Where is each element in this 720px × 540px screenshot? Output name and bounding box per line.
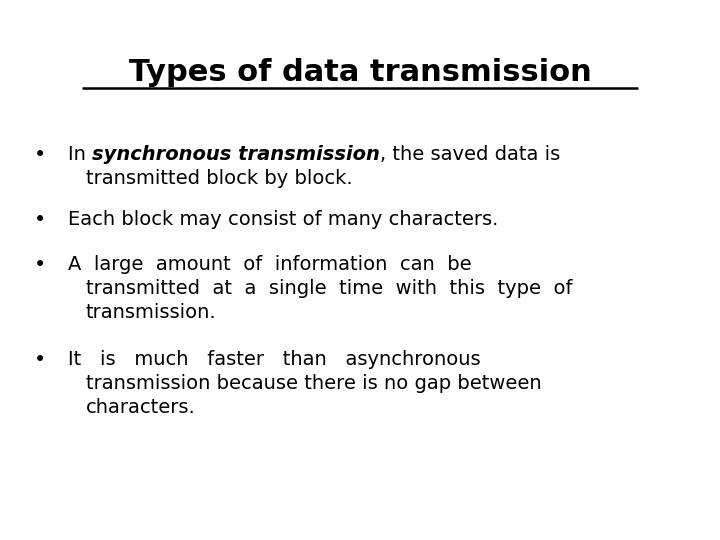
Text: Each block may consist of many characters.: Each block may consist of many character… [68,210,498,229]
Text: •: • [34,145,46,165]
Text: transmission because there is no gap between: transmission because there is no gap bet… [86,374,541,393]
Text: transmitted  at  a  single  time  with  this  type  of: transmitted at a single time with this t… [86,279,572,298]
Text: characters.: characters. [86,398,196,417]
Text: transmitted block by block.: transmitted block by block. [86,169,353,188]
Text: •: • [34,255,46,275]
Text: In: In [68,145,92,164]
Text: Types of data transmission: Types of data transmission [129,58,591,87]
Text: •: • [34,210,46,230]
Text: synchronous transmission: synchronous transmission [92,145,380,164]
Text: transmission.: transmission. [86,303,217,322]
Text: •: • [34,350,46,370]
Text: It   is   much   faster   than   asynchronous: It is much faster than asynchronous [68,350,481,369]
Text: , the saved data is: , the saved data is [380,145,560,164]
Text: A  large  amount  of  information  can  be: A large amount of information can be [68,255,472,274]
